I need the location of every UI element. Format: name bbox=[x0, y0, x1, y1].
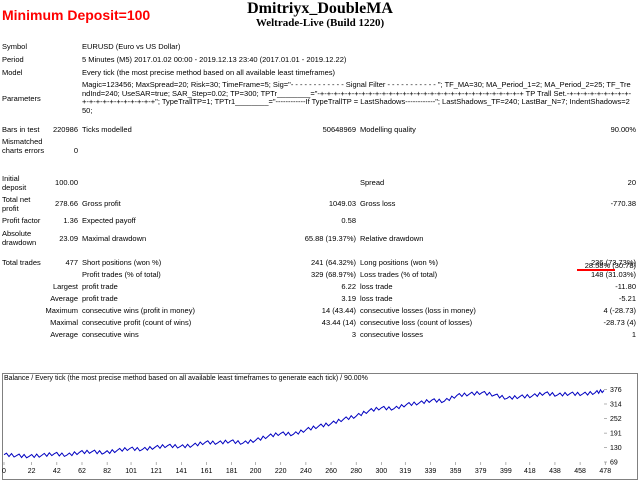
average-loss-label: loss trade bbox=[360, 294, 393, 303]
gross-profit-value: 1049.03 bbox=[328, 199, 356, 208]
model-value: Every tick (the most precise method base… bbox=[82, 68, 336, 77]
relative-drawdown-label: Relative drawdown bbox=[360, 234, 424, 243]
model-label: Model bbox=[2, 68, 23, 77]
profit-factor-value: 1.36 bbox=[63, 216, 78, 225]
maximal-drawdown-value: 65.88 (19.37%) bbox=[304, 234, 356, 243]
profit-trades-label: Profit trades (% of total) bbox=[82, 270, 161, 279]
maximal-loss-value: -28.73 (4) bbox=[603, 318, 636, 327]
profit-factor-label: Profit factor bbox=[2, 216, 41, 225]
mismatched-value: 0 bbox=[73, 146, 78, 155]
bars-value: 220986 bbox=[52, 125, 78, 134]
period-value: 5 Minutes (M5) 2017.01.02 00:00 - 2019.1… bbox=[82, 55, 347, 64]
largest-loss-value: -11.80 bbox=[615, 282, 636, 291]
largest-profit-value: 6.22 bbox=[341, 282, 356, 291]
max-losses-label: consecutive losses (loss in money) bbox=[360, 306, 476, 315]
ticks-label: Ticks modelled bbox=[82, 125, 132, 134]
avg-losses-value: 1 bbox=[631, 330, 636, 339]
largest-label: Largest bbox=[52, 282, 78, 291]
average-label: Average bbox=[50, 294, 78, 303]
bars-label: Bars in test bbox=[2, 125, 40, 134]
avg-consecutive-label: Average bbox=[50, 330, 78, 339]
parameters-value: Magic=123456; MaxSpread=20; Risk=30; Tim… bbox=[82, 80, 632, 115]
maximal-drawdown-label: Maximal drawdown bbox=[82, 234, 147, 243]
quality-value: 90.00% bbox=[610, 125, 636, 134]
ticks-value: 50648969 bbox=[322, 125, 356, 134]
total-trades-label: Total trades bbox=[2, 258, 41, 267]
short-positions-value: 241 (64.32%) bbox=[310, 258, 356, 267]
parameters-label: Parameters bbox=[2, 94, 41, 103]
loss-trades-value: 148 (31.03%) bbox=[590, 270, 636, 279]
short-positions-label: Short positions (won %) bbox=[82, 258, 162, 267]
maximal-profit-label: consecutive profit (count of wins) bbox=[82, 318, 192, 327]
net-value: 278.66 bbox=[55, 199, 78, 208]
max-wins-label: consecutive wins (profit in money) bbox=[82, 306, 195, 315]
long-positions-value: 236 (73.73%) bbox=[590, 258, 636, 267]
spread-label: Spread bbox=[360, 178, 385, 187]
average-profit-value: 3.19 bbox=[341, 294, 356, 303]
period-label: Period bbox=[2, 55, 24, 64]
balance-chart-frame bbox=[2, 373, 638, 480]
report-title: Dmitriyx_DoubleMA bbox=[247, 0, 393, 17]
avg-losses-label: consecutive losses bbox=[360, 330, 423, 339]
initial-value: 100.00 bbox=[55, 178, 78, 187]
relative-drawdown-value: 28.58% (30.78) bbox=[584, 261, 636, 270]
absolute-drawdown-value: 23.09 bbox=[59, 234, 78, 243]
absolute-drawdown-label: Absolute drawdown bbox=[2, 229, 37, 247]
profit-trades-value: 329 (68.97%) bbox=[310, 270, 356, 279]
symbol-value: EURUSD (Euro vs US Dollar) bbox=[82, 42, 181, 51]
total-trades-value: 477 bbox=[65, 258, 78, 267]
initial-label: Initial deposit bbox=[2, 174, 27, 192]
report-subtitle: Weltrade-Live (Build 1220) bbox=[255, 17, 385, 29]
gross-loss-value: -770.38 bbox=[610, 199, 636, 208]
max-losses-value: 4 (-28.73) bbox=[603, 306, 636, 315]
gross-loss-label: Gross loss bbox=[360, 199, 396, 208]
spread-value: 20 bbox=[627, 178, 636, 187]
expected-payoff-label: Expected payoff bbox=[82, 216, 136, 225]
net-label: Total net profit bbox=[2, 195, 31, 213]
loss-trades-label: Loss trades (% of total) bbox=[360, 270, 438, 279]
largest-profit-label: profit trade bbox=[82, 282, 118, 291]
largest-loss-label: loss trade bbox=[360, 282, 393, 291]
avg-wins-label: consecutive wins bbox=[82, 330, 139, 339]
maximal-loss-label: consecutive loss (count of losses) bbox=[360, 318, 473, 327]
average-loss-value: -5.21 bbox=[618, 294, 636, 303]
gross-profit-label: Gross profit bbox=[82, 199, 121, 208]
maximum-label: Maximum bbox=[45, 306, 78, 315]
mismatched-label: Mismatched charts errors bbox=[2, 137, 45, 155]
minimum-deposit-note: Minimum Deposit=100 bbox=[2, 7, 151, 23]
balance-chart-caption: Balance / Every tick (the most precise m… bbox=[4, 375, 368, 382]
expected-payoff-value: 0.58 bbox=[341, 216, 356, 225]
maximal-profit-value: 43.44 (14) bbox=[321, 318, 356, 327]
quality-label: Modelling quality bbox=[360, 125, 416, 134]
relative-drawdown-underline bbox=[577, 269, 615, 271]
max-wins-value: 14 (43.44) bbox=[321, 306, 356, 315]
average-profit-label: profit trade bbox=[82, 294, 118, 303]
maximal-label: Maximal bbox=[50, 318, 78, 327]
long-positions-label: Long positions (won %) bbox=[360, 258, 438, 267]
symbol-label: Symbol bbox=[2, 42, 28, 51]
avg-wins-value: 3 bbox=[351, 330, 356, 339]
